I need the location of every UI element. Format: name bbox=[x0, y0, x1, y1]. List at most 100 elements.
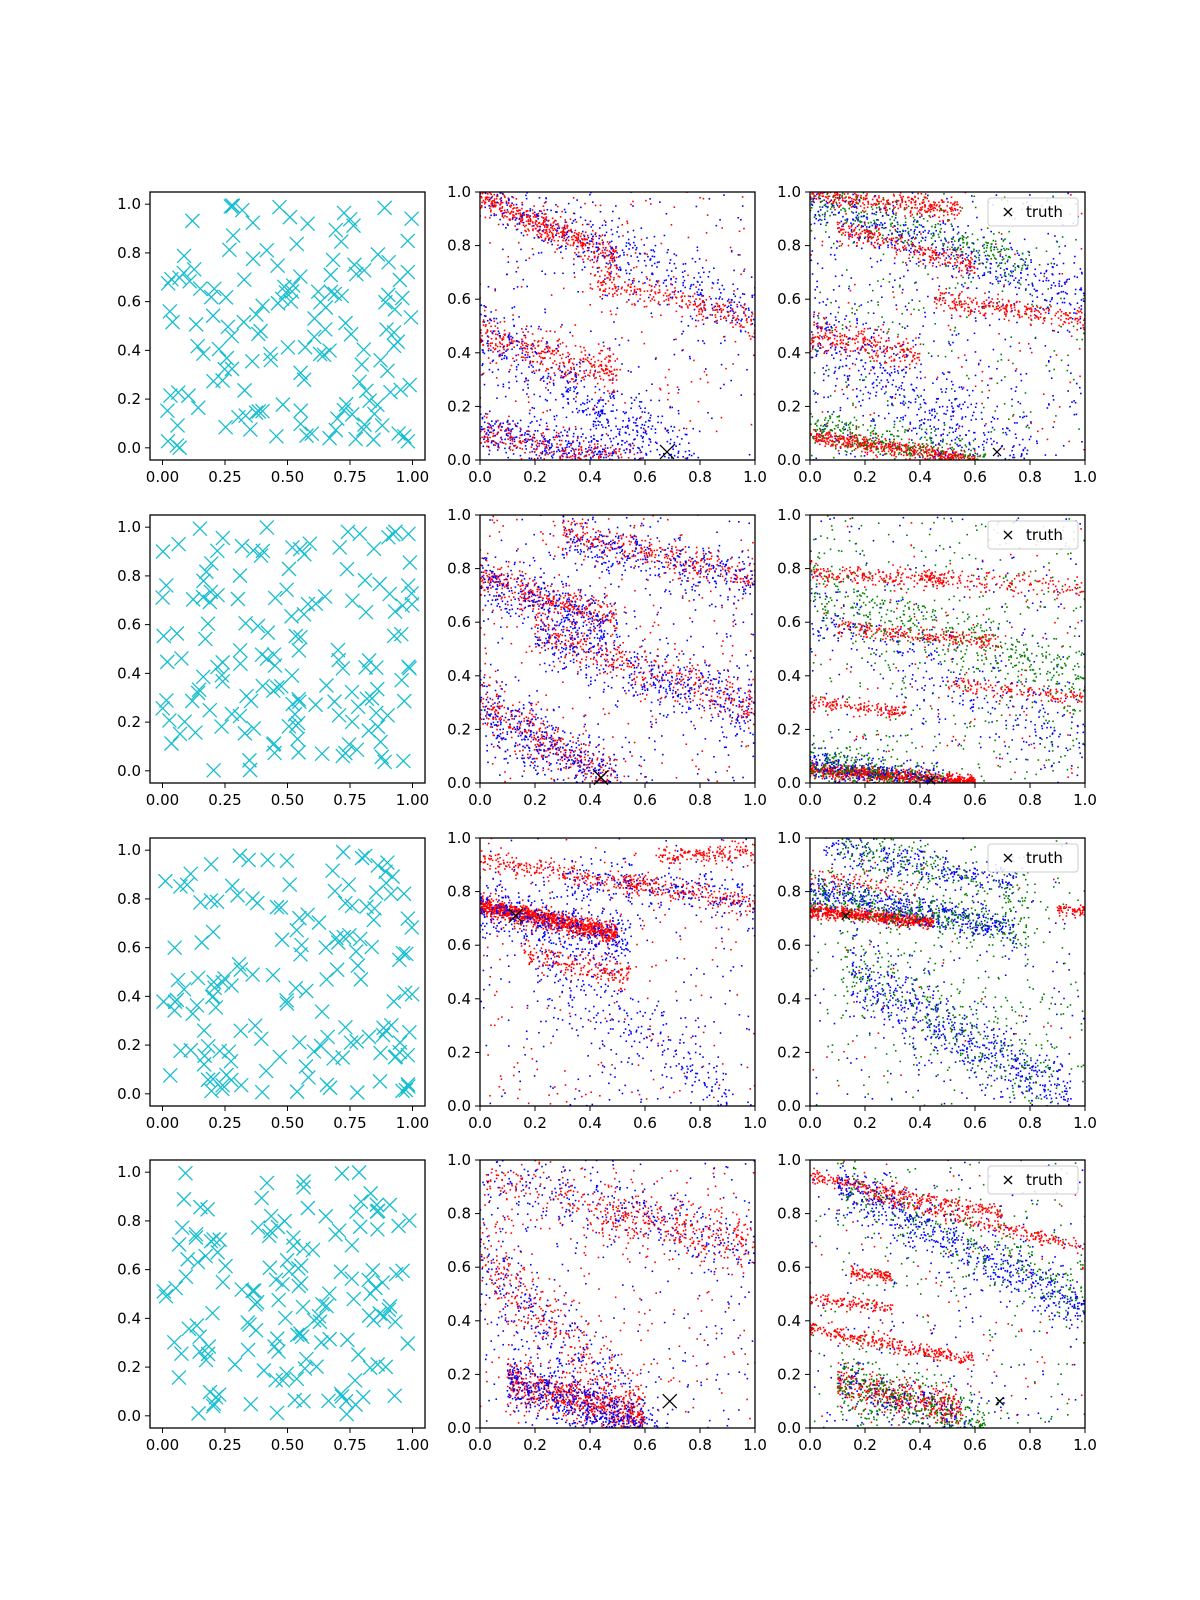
blue-point bbox=[595, 440, 598, 442]
sample-marker bbox=[221, 242, 237, 258]
blue-point bbox=[534, 350, 536, 353]
green-point bbox=[841, 437, 843, 440]
red-point bbox=[843, 200, 846, 203]
green-point bbox=[967, 377, 970, 380]
blue-point bbox=[655, 463, 657, 465]
red-point bbox=[833, 200, 836, 203]
blue-point bbox=[655, 283, 657, 286]
blue-point bbox=[1026, 424, 1029, 427]
blue-point bbox=[995, 278, 998, 281]
red-point bbox=[845, 190, 847, 192]
red-point bbox=[617, 455, 619, 458]
red-point bbox=[642, 282, 644, 285]
red-point bbox=[943, 214, 945, 217]
blue-point bbox=[481, 169, 483, 171]
blue-point bbox=[627, 370, 630, 372]
green-point bbox=[914, 236, 917, 239]
blue-point bbox=[973, 262, 976, 265]
blue-point bbox=[659, 469, 661, 471]
blue-point bbox=[541, 229, 544, 232]
blue-point bbox=[683, 270, 686, 272]
blue-point bbox=[819, 197, 821, 200]
red-point bbox=[577, 245, 579, 248]
red-point bbox=[689, 420, 692, 422]
red-point bbox=[511, 218, 514, 221]
sample-marker bbox=[297, 339, 313, 355]
blue-point bbox=[604, 403, 607, 405]
green-point bbox=[1030, 319, 1033, 322]
red-point bbox=[597, 281, 599, 284]
blue-point bbox=[733, 269, 735, 272]
red-point bbox=[521, 349, 524, 352]
red-point bbox=[482, 324, 485, 326]
blue-point bbox=[632, 429, 634, 431]
red-point bbox=[577, 457, 579, 459]
blue-point bbox=[934, 298, 937, 300]
red-point bbox=[913, 201, 916, 204]
blue-point bbox=[641, 271, 643, 274]
green-point bbox=[985, 250, 988, 252]
blue-point bbox=[505, 433, 508, 435]
red-point bbox=[600, 281, 603, 284]
red-point bbox=[585, 358, 587, 361]
blue-point bbox=[549, 446, 551, 449]
blue-point bbox=[965, 359, 968, 362]
red-point bbox=[604, 450, 607, 452]
red-point bbox=[886, 189, 888, 191]
blue-point bbox=[896, 417, 898, 419]
blue-point bbox=[531, 450, 533, 453]
red-point bbox=[715, 302, 718, 305]
red-point bbox=[814, 195, 817, 197]
red-point bbox=[722, 336, 725, 338]
red-point bbox=[528, 257, 531, 259]
blue-point bbox=[565, 390, 568, 393]
blue-point bbox=[902, 230, 904, 233]
red-point bbox=[863, 203, 866, 206]
red-point bbox=[1012, 415, 1014, 417]
blue-point bbox=[649, 414, 652, 417]
blue-point bbox=[648, 444, 650, 446]
red-point bbox=[608, 392, 611, 395]
green-point bbox=[1001, 259, 1004, 261]
red-point bbox=[502, 336, 505, 338]
blue-point bbox=[1057, 331, 1059, 334]
red-point bbox=[516, 446, 519, 448]
red-point bbox=[551, 225, 554, 228]
blue-point bbox=[952, 229, 955, 231]
blue-point bbox=[658, 399, 661, 402]
red-point bbox=[590, 363, 592, 365]
red-point bbox=[623, 466, 625, 468]
red-point bbox=[744, 308, 747, 311]
red-point bbox=[604, 472, 606, 474]
red-point bbox=[933, 204, 936, 206]
blue-point bbox=[723, 288, 725, 291]
blue-point bbox=[602, 399, 605, 401]
blue-point bbox=[1008, 429, 1011, 432]
blue-point bbox=[677, 291, 680, 293]
blue-point bbox=[737, 353, 740, 356]
green-point bbox=[1016, 250, 1018, 252]
y-tick-label: 0.8 bbox=[447, 237, 471, 255]
red-point bbox=[893, 195, 895, 197]
blue-point bbox=[566, 230, 569, 233]
red-point bbox=[952, 209, 954, 212]
blue-point bbox=[741, 293, 744, 295]
blue-point bbox=[715, 224, 718, 227]
blue-point bbox=[653, 235, 656, 238]
blue-point bbox=[513, 324, 515, 327]
blue-point bbox=[616, 467, 618, 469]
red-point bbox=[981, 380, 983, 382]
green-point bbox=[834, 213, 837, 216]
red-point bbox=[695, 305, 698, 308]
blue-point bbox=[621, 470, 623, 472]
sample-marker bbox=[373, 352, 389, 368]
blue-point bbox=[982, 236, 985, 239]
red-point bbox=[731, 321, 733, 324]
blue-point bbox=[841, 225, 843, 228]
blue-point bbox=[517, 340, 519, 343]
red-point bbox=[553, 372, 556, 374]
red-point bbox=[484, 201, 487, 204]
blue-point bbox=[627, 238, 630, 241]
blue-point bbox=[933, 340, 935, 342]
red-point bbox=[612, 389, 615, 392]
